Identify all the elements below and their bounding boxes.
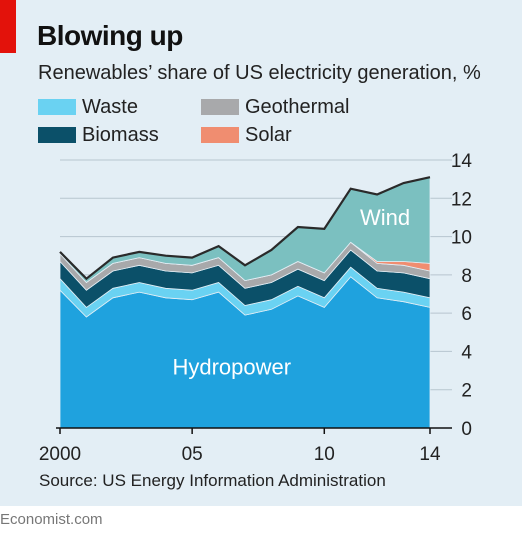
y-tick-label-0: 0 <box>461 419 472 440</box>
legend-label-waste: Waste <box>82 95 138 118</box>
x-tick-label-2000: 2000 <box>39 444 81 465</box>
y-tick-label-6: 6 <box>461 304 472 325</box>
legend-swatch-geothermal <box>201 99 239 115</box>
y-tick-label-12: 12 <box>451 189 472 210</box>
source-note: Source: US Energy Information Administra… <box>39 471 386 490</box>
series-label-hydropower: Hydropower <box>172 354 291 379</box>
chart-title: Blowing up <box>37 20 183 51</box>
legend-swatch-solar <box>201 127 239 143</box>
y-tick-label-8: 8 <box>461 266 472 287</box>
y-tick-label-2: 2 <box>461 381 472 402</box>
legend-item-solar: Solar <box>201 124 292 146</box>
x-tick-label-05: 05 <box>182 444 203 465</box>
legend-item-waste: Waste <box>38 96 138 118</box>
legend-label-geothermal: Geothermal <box>245 95 350 118</box>
legend-item-biomass: Biomass <box>38 124 159 146</box>
publisher-credit: Economist.com <box>0 511 103 528</box>
legend-label-biomass: Biomass <box>82 123 159 146</box>
brand-red-tag <box>0 0 16 53</box>
stacked-area-chart: 0 2 4 6 8 10 12 14 2000 05 10 14 Hydropower Wind <box>39 151 473 465</box>
series-label-wind: Wind <box>360 205 410 230</box>
total-outline <box>59 176 431 281</box>
y-tick-label-10: 10 <box>451 228 472 249</box>
chart-subtitle: Renewables’ share of US electricity gene… <box>38 62 481 84</box>
x-tick-label-14: 14 <box>419 444 441 465</box>
legend-item-geothermal: Geothermal <box>201 96 350 118</box>
y-tick-label-4: 4 <box>461 342 472 363</box>
legend-label-solar: Solar <box>245 123 292 146</box>
legend-swatch-waste <box>38 99 76 115</box>
y-tick-label-14: 14 <box>451 151 473 172</box>
legend-swatch-biomass <box>38 127 76 143</box>
x-tick-label-10: 10 <box>314 444 335 465</box>
